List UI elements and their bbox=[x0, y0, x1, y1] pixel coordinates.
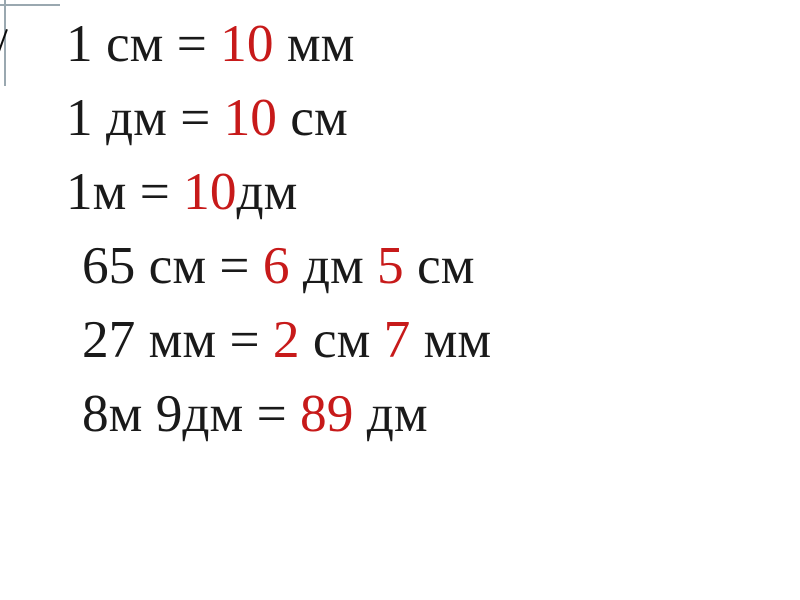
text-segment: 27 мм = bbox=[82, 309, 273, 369]
conversion-row: 1 дм = 10 см bbox=[66, 80, 491, 154]
conversion-row: 8м 9дм = 89 дм bbox=[66, 376, 491, 450]
text-segment: 10 bbox=[224, 87, 277, 147]
text-segment: 8м 9дм = bbox=[82, 383, 300, 443]
text-segment: см bbox=[404, 235, 475, 295]
conversion-row: 1 см = 10 мм bbox=[66, 6, 491, 80]
text-segment: 65 см = bbox=[82, 235, 263, 295]
conversion-lines: 1 см = 10 мм1 дм = 10 см1м = 10дм65 см =… bbox=[66, 6, 491, 450]
text-segment: 5 bbox=[377, 235, 404, 295]
text-segment: см bbox=[277, 87, 348, 147]
text-segment: 2 bbox=[273, 309, 300, 369]
conversion-row: 65 см = 6 дм 5 см bbox=[66, 228, 491, 302]
conversion-row: 27 мм = 2 см 7 мм bbox=[66, 302, 491, 376]
text-segment: 1 дм = bbox=[66, 87, 224, 147]
text-segment: 1м = bbox=[66, 161, 183, 221]
text-segment: 6 bbox=[263, 235, 290, 295]
text-segment: 1 см = bbox=[66, 13, 220, 73]
frame-top-line bbox=[0, 4, 60, 6]
text-segment: мм bbox=[410, 309, 491, 369]
text-segment: дм bbox=[353, 383, 427, 443]
conversion-row: 1м = 10дм bbox=[66, 154, 491, 228]
text-segment: 10 bbox=[183, 161, 236, 221]
text-segment: 7 bbox=[384, 309, 411, 369]
text-segment: см bbox=[300, 309, 384, 369]
frame-left-line bbox=[4, 0, 6, 86]
text-segment: дм bbox=[236, 161, 297, 221]
text-segment: мм bbox=[273, 13, 354, 73]
text-segment: 89 bbox=[300, 383, 353, 443]
text-segment: 10 bbox=[220, 13, 273, 73]
text-segment: дм bbox=[290, 235, 378, 295]
